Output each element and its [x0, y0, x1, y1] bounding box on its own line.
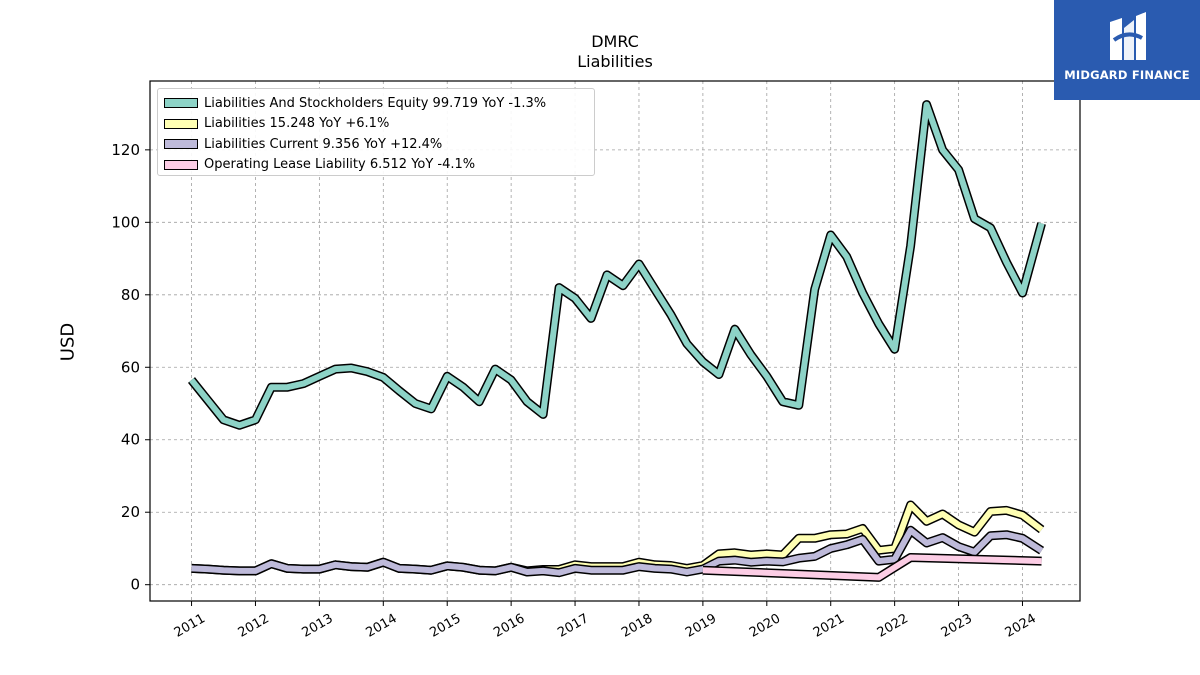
series-line: [191, 527, 1044, 576]
plot-frame: [149, 80, 1081, 602]
legend-item: Operating Lease Liability 6.512 YoY -4.1…: [164, 155, 588, 176]
legend-swatch: [164, 159, 198, 170]
x-tick-label: 2017: [555, 611, 591, 641]
x-tick-label: 2012: [236, 611, 272, 641]
series-line: [189, 101, 1045, 429]
legend-swatch: [164, 139, 198, 150]
midgard-m-logo-icon: [1110, 12, 1146, 60]
x-tick-label: 2022: [875, 611, 911, 641]
legend-item: Liabilities 15.248 YoY +6.1%: [164, 114, 588, 135]
chart-subtitle: Liabilities: [577, 52, 653, 71]
y-tick-label: 100: [111, 213, 140, 231]
legend-label: Liabilities And Stockholders Equity 99.7…: [204, 95, 547, 111]
x-tick-label: 2019: [683, 611, 719, 641]
midgard-finance-logo: MIDGARD FINANCE: [1054, 0, 1200, 100]
y-tick-label: 20: [121, 503, 140, 521]
legend-label: Operating Lease Liability 6.512 YoY -4.1…: [204, 157, 476, 173]
legend-label: Liabilities 15.248 YoY +6.1%: [204, 116, 390, 132]
series-1: [187, 100, 1046, 430]
chart-title: DMRC: [591, 32, 639, 51]
logo-text: MIDGARD FINANCE: [1064, 68, 1190, 82]
x-tick-label: 2013: [300, 611, 336, 641]
x-tick-label: 2023: [939, 611, 975, 641]
series-line: [702, 554, 1042, 581]
series-4: [702, 553, 1042, 582]
y-tick-label: 40: [121, 431, 140, 449]
x-tick-label: 2018: [619, 611, 655, 641]
legend-item: Liabilities And Stockholders Equity 99.7…: [164, 93, 588, 114]
x-tick-label: 2020: [747, 611, 783, 641]
legend-swatch: [164, 98, 198, 109]
series-lines: [187, 100, 1046, 582]
x-tick-label: 2011: [172, 611, 208, 641]
x-tick-label: 2021: [811, 611, 847, 641]
chart-legend: Liabilities And Stockholders Equity 99.7…: [157, 88, 595, 176]
y-tick-label: 120: [111, 141, 140, 159]
legend-item: Liabilities Current 9.356 YoY +12.4%: [164, 134, 588, 155]
x-tick-label: 2016: [491, 611, 527, 641]
y-tick-label: 80: [121, 286, 140, 304]
series-3: [191, 525, 1045, 578]
y-tick-label: 0: [130, 576, 140, 594]
y-tick-label: 60: [121, 358, 140, 376]
x-tick-label: 2015: [427, 611, 463, 641]
legend-label: Liabilities Current 9.356 YoY +12.4%: [204, 136, 443, 152]
x-tick-label: 2014: [363, 611, 399, 641]
x-tick-label: 2024: [1003, 611, 1039, 641]
legend-swatch: [164, 118, 198, 129]
